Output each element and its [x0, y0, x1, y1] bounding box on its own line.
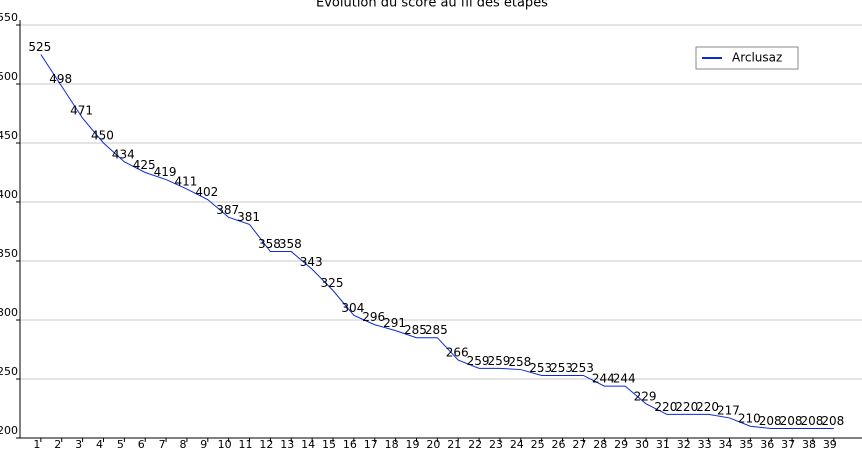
x-tick-label: 13	[280, 438, 294, 451]
x-tick-label: 3	[75, 438, 82, 451]
legend-box	[695, 46, 799, 70]
data-label: 343	[300, 255, 323, 269]
data-label: 450	[91, 129, 114, 143]
data-label: 253	[571, 361, 594, 375]
data-label: 210	[738, 412, 761, 426]
data-label: 358	[258, 237, 281, 251]
data-label: 220	[654, 400, 677, 414]
data-label: 419	[154, 165, 177, 179]
data-label: 402	[195, 185, 218, 199]
data-label: 229	[634, 389, 657, 403]
data-label: 296	[362, 310, 385, 324]
data-label: 208	[780, 414, 803, 428]
data-label: 434	[112, 147, 135, 161]
y-tick-label: 450	[0, 129, 18, 142]
x-tick-label: 35	[739, 438, 753, 451]
x-tick-label: 28	[593, 438, 607, 451]
data-label: 217	[717, 403, 740, 417]
x-tick-label: 34	[718, 438, 732, 451]
data-label: 208	[821, 414, 844, 428]
chart-title: Évolution du score au fil des étapes	[316, 0, 548, 11]
x-tick-label: 1	[33, 438, 40, 451]
data-label: 498	[49, 72, 72, 86]
x-tick-label: 4	[96, 438, 103, 451]
data-label: 244	[592, 372, 615, 386]
data-label: 253	[550, 361, 573, 375]
x-tick-label: 10	[218, 438, 232, 451]
data-label: 525	[28, 40, 51, 54]
data-label: 425	[133, 158, 156, 172]
data-label: 387	[216, 203, 239, 217]
x-tick-label: 39	[823, 438, 837, 451]
x-tick-label: 20	[426, 438, 440, 451]
x-tick-label: 31	[656, 438, 670, 451]
data-label: 411	[174, 175, 197, 189]
x-tick-label: 12	[259, 438, 273, 451]
x-tick-label: 24	[510, 438, 524, 451]
x-tick-label: 8	[179, 438, 186, 451]
y-tick-label: 200	[0, 424, 18, 437]
x-tick-label: 19	[405, 438, 419, 451]
x-tick-label: 37	[781, 438, 795, 451]
data-label: 358	[279, 237, 302, 251]
x-tick-label: 15	[322, 438, 336, 451]
x-tick-label: 5	[117, 438, 124, 451]
x-tick-label: 29	[614, 438, 628, 451]
x-tick-label: 11	[239, 438, 253, 451]
legend-label: Arclusaz	[732, 51, 782, 65]
data-label: 266	[446, 346, 469, 360]
x-tick-label: 18	[385, 438, 399, 451]
data-label: 244	[613, 372, 636, 386]
data-label: 258	[508, 355, 531, 369]
x-tick-label: 26	[552, 438, 566, 451]
y-tick-label: 350	[0, 247, 18, 260]
x-tick-label: 6	[138, 438, 145, 451]
data-label: 259	[467, 354, 490, 368]
data-label: 220	[675, 400, 698, 414]
data-label: 285	[425, 323, 448, 337]
x-tick-label: 25	[531, 438, 545, 451]
x-tick-label: 21	[447, 438, 461, 451]
x-tick-label: 32	[677, 438, 691, 451]
x-tick-label: 7	[159, 438, 166, 451]
data-label: 291	[383, 316, 406, 330]
y-tick-label: 500	[0, 70, 18, 83]
data-label: 253	[529, 361, 552, 375]
y-tick-label: 400	[0, 188, 18, 201]
x-tick-label: 33	[698, 438, 712, 451]
y-tick-label: 300	[0, 306, 18, 319]
x-tick-label: 30	[635, 438, 649, 451]
x-tick-label: 9	[200, 438, 207, 451]
y-tick-label: 550	[0, 11, 18, 24]
x-tick-label: 23	[489, 438, 503, 451]
data-label: 304	[341, 301, 364, 315]
x-tick-label: 38	[802, 438, 816, 451]
data-label: 220	[696, 400, 719, 414]
data-label: 208	[759, 414, 782, 428]
x-tick-label: 14	[301, 438, 315, 451]
series-line	[40, 54, 834, 430]
data-label: 259	[487, 354, 510, 368]
data-label: 325	[321, 276, 344, 290]
x-tick-label: 2	[54, 438, 61, 451]
data-label: 381	[237, 210, 260, 224]
data-label: 471	[70, 104, 93, 118]
x-tick-label: 17	[364, 438, 378, 451]
x-tick-label: 16	[343, 438, 357, 451]
y-tick-label: 250	[0, 365, 18, 378]
x-tick-label: 27	[572, 438, 586, 451]
data-label: 285	[404, 323, 427, 337]
x-tick-label: 36	[760, 438, 774, 451]
data-label: 208	[801, 414, 824, 428]
x-tick-label: 22	[468, 438, 482, 451]
